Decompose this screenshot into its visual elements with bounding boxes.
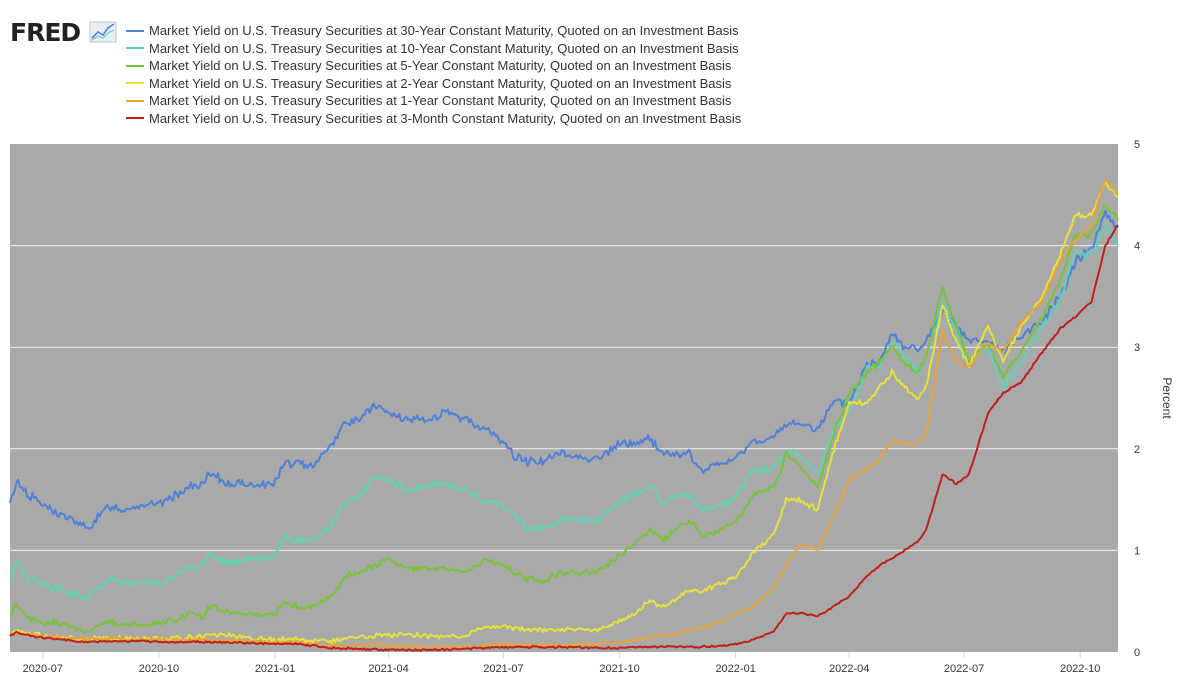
legend-swatch — [126, 64, 144, 67]
legend-label: Market Yield on U.S. Treasury Securities… — [149, 58, 732, 74]
series-line — [9, 224, 1119, 652]
y-axis-title: Percent — [1160, 377, 1174, 419]
fred-logo[interactable]: FRED — [10, 18, 120, 48]
legend-swatch — [126, 82, 144, 85]
y-tick-label: 3 — [1134, 342, 1140, 354]
legend-swatch — [126, 99, 144, 102]
legend-label: Market Yield on U.S. Treasury Securities… — [149, 110, 742, 126]
x-tick-label: 2020-10 — [139, 663, 179, 675]
x-tick-label: 2021-10 — [599, 663, 639, 675]
x-tick-label: 2022-01 — [715, 663, 755, 675]
legend-label: Market Yield on U.S. Treasury Securities… — [149, 75, 732, 91]
legend-item[interactable]: Market Yield on U.S. Treasury Securities… — [126, 110, 741, 128]
legend-swatch — [126, 47, 144, 50]
fred-logo-chart-icon — [89, 21, 117, 43]
legend-swatch — [126, 117, 144, 120]
x-axis-ticks: 2020-07 2020-10 2021-01 2021-04 2021-07 2021-… — [23, 652, 1100, 675]
legend-label: Market Yield on U.S. Treasury Securities… — [149, 93, 732, 109]
fred-logo-text: FRED — [10, 18, 80, 47]
legend-label: Market Yield on U.S. Treasury Securities… — [149, 40, 739, 56]
x-tick-label: 2022-10 — [1060, 663, 1100, 675]
x-tick-label: 2020-07 — [23, 663, 63, 675]
legend-swatch — [126, 29, 144, 32]
x-tick-label: 2021-04 — [368, 663, 408, 675]
x-tick-label: 2021-01 — [255, 663, 295, 675]
y-tick-label: 5 — [1134, 139, 1140, 151]
series-line — [9, 204, 1119, 634]
legend-item[interactable]: Market Yield on U.S. Treasury Securities… — [126, 57, 741, 75]
y-tick-label: 2 — [1134, 444, 1140, 456]
series-line — [9, 224, 1119, 602]
x-tick-label: 2022-04 — [829, 663, 869, 675]
x-tick-label: 2021-07 — [483, 663, 523, 675]
legend-item[interactable]: Market Yield on U.S. Treasury Securities… — [126, 40, 741, 58]
series-layer — [9, 178, 1119, 652]
legend-item[interactable]: Market Yield on U.S. Treasury Securities… — [126, 75, 741, 93]
y-tick-label: 1 — [1134, 545, 1140, 557]
gridlines — [10, 245, 1118, 551]
series-line — [9, 209, 1119, 530]
plot-background — [10, 144, 1118, 652]
legend-item[interactable]: Market Yield on U.S. Treasury Securities… — [126, 92, 741, 110]
y-tick-label: 4 — [1134, 241, 1140, 253]
legend-item[interactable]: Market Yield on U.S. Treasury Securities… — [126, 22, 741, 40]
series-line — [9, 178, 1119, 650]
x-tick-label: 2022-07 — [944, 663, 984, 675]
legend-label: Market Yield on U.S. Treasury Securities… — [149, 23, 739, 39]
y-tick-label: 0 — [1134, 647, 1140, 659]
y-axis-ticks: 0 1 2 3 4 5 — [1134, 139, 1140, 659]
chart-legend: Market Yield on U.S. Treasury Securities… — [126, 22, 741, 127]
